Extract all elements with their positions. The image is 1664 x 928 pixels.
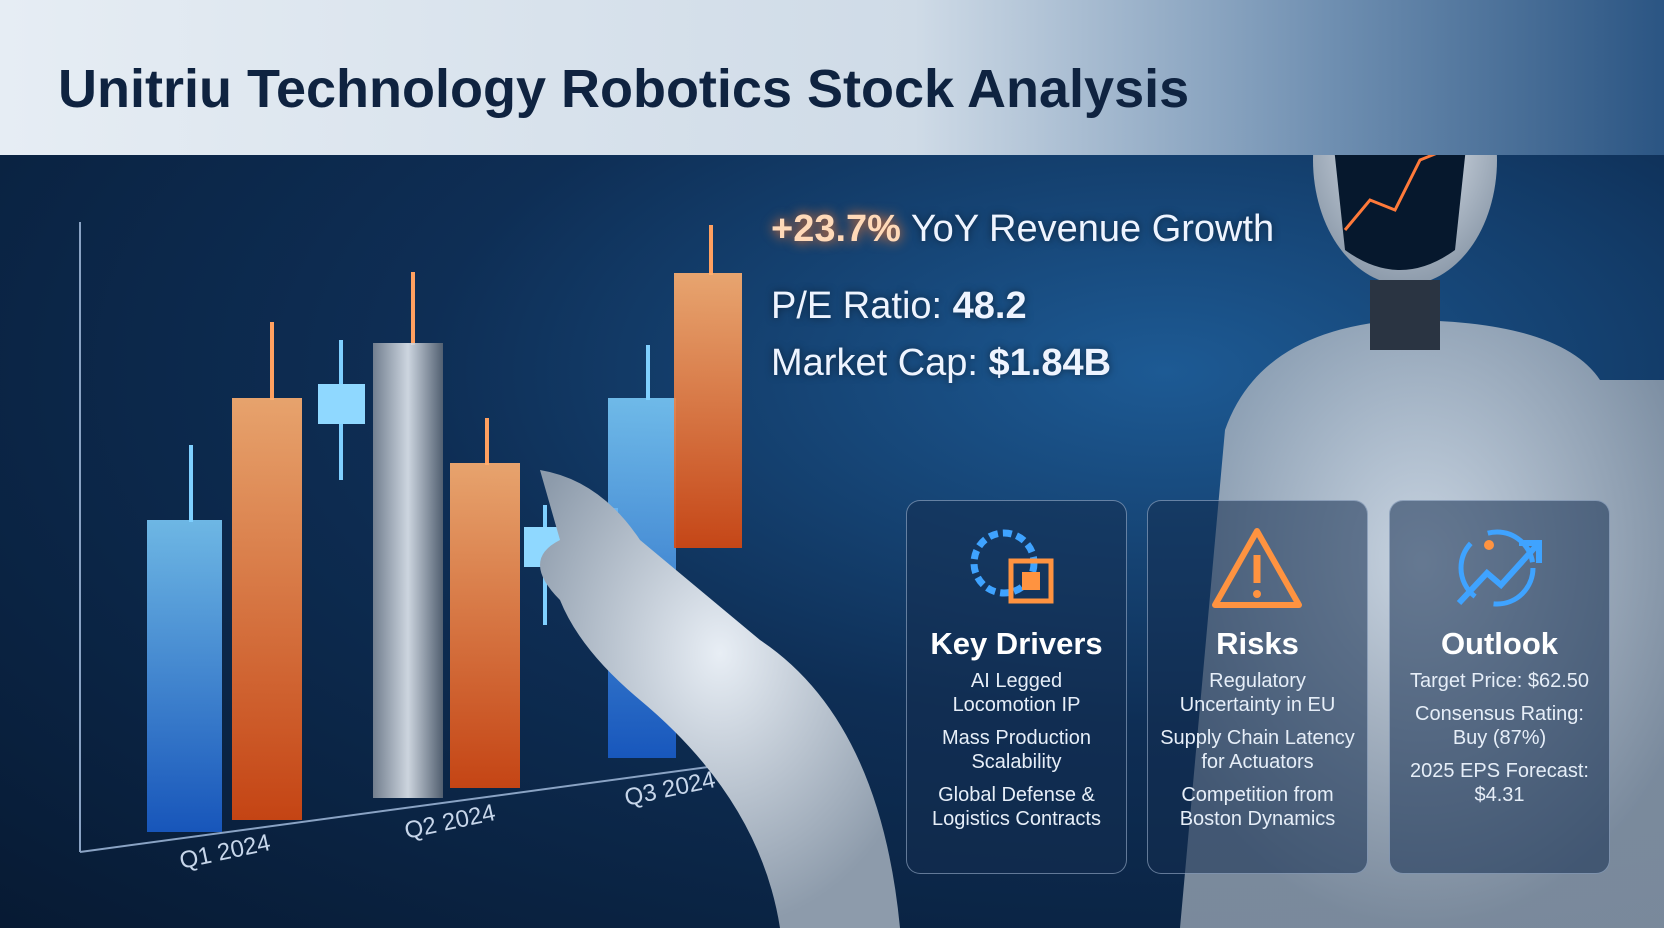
card-title: Outlook — [1440, 626, 1559, 661]
gear-chip-icon — [970, 529, 1054, 604]
metric-value: $1.84B — [988, 342, 1112, 384]
card-item: Mass Production Scalability — [942, 727, 1091, 773]
card: Key Drivers AI Legged Locomotion IP Mass… — [906, 500, 1127, 874]
decorative-candles — [147, 225, 742, 832]
card-item: Regulatory Uncertainty in EU — [1179, 670, 1336, 716]
card: Outlook Target Price: $62.50 Consensus R… — [1389, 500, 1610, 874]
card-items: AI Legged Locomotion IP Mass Production … — [919, 669, 1114, 840]
card-item: Global Defense & Logistics Contracts — [932, 784, 1101, 830]
metric: +23.7% YoY Revenue Growth — [771, 208, 1274, 251]
card-title: Risks — [1216, 626, 1299, 661]
metric: P/E Ratio: 48.2 — [771, 285, 1027, 328]
metric-value: 48.2 — [952, 285, 1027, 327]
card-item: 2025 EPS Forecast: $4.31 — [1410, 760, 1589, 806]
metric: Market Cap: $1.84B — [771, 342, 1111, 385]
metric-label: P/E Ratio: — [771, 285, 943, 327]
card-item: AI Legged Locomotion IP — [952, 670, 1081, 716]
card-item: Target Price: $62.50 — [1410, 670, 1589, 692]
card-item: Competition from Boston Dynamics — [1179, 784, 1336, 830]
card: Risks Regulatory Uncertainty in EU Suppl… — [1147, 500, 1368, 874]
axis — [79, 222, 761, 853]
card-title: Key Drivers — [930, 626, 1103, 661]
card-items: Regulatory Uncertainty in EU Supply Chai… — [1160, 669, 1355, 840]
warning-icon — [1212, 528, 1302, 608]
metric-value: +23.7% — [771, 208, 901, 250]
card-item: Supply Chain Latency for Actuators — [1160, 727, 1355, 773]
growth-icon — [1456, 529, 1542, 607]
header-band — [0, 0, 1664, 155]
card-items: Target Price: $62.50 Consensus Rating: B… — [1402, 669, 1597, 816]
metric-label: YoY Revenue Growth — [910, 208, 1275, 250]
page-title: Unitriu Technology Robotics Stock Analys… — [58, 59, 1190, 119]
metric-label: Market Cap: — [771, 342, 978, 384]
card-item: Consensus Rating: Buy (87%) — [1415, 703, 1584, 749]
